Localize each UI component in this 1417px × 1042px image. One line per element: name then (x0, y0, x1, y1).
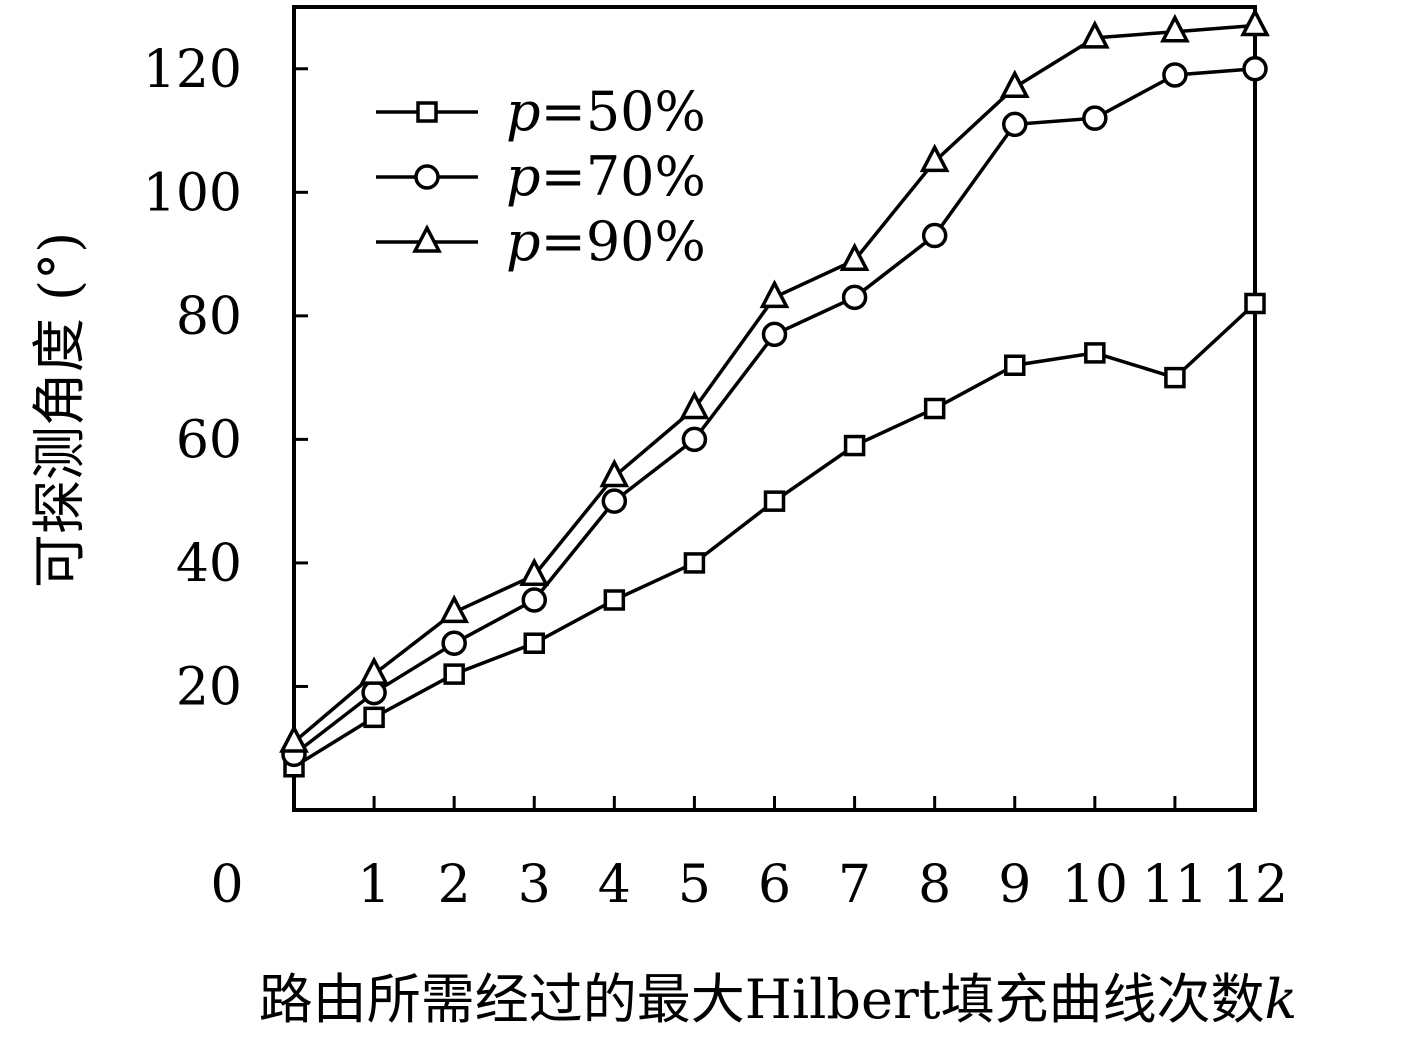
circle-marker (921, 222, 948, 249)
origin-tick-label: 0 (210, 855, 243, 915)
circle-marker (441, 630, 467, 656)
triangle-marker (359, 656, 389, 685)
y-tick-label: 120 (143, 40, 242, 100)
x-tick-label: 12 (1222, 855, 1288, 915)
legend-label-variable: p (506, 80, 541, 143)
circle-marker (601, 488, 628, 514)
series-circle (281, 56, 1268, 768)
y-tick-label: 40 (176, 534, 242, 594)
legend-label: p=50% (506, 80, 706, 143)
triangle-marker (599, 458, 630, 488)
x-tick-label: 5 (678, 855, 711, 915)
square-marker (923, 397, 946, 420)
triangle-marker (279, 724, 309, 753)
legend-label: p=70% (506, 145, 706, 208)
legend-label-value: =50% (541, 80, 706, 143)
x-tick-label: 6 (758, 855, 791, 915)
x-axis-title: 路由所需经过的最大Hilbert填充曲线次数k (259, 968, 1297, 1031)
legend-label-value: =70% (541, 145, 706, 208)
legend-item: p=50% (376, 80, 706, 143)
circle-marker (521, 587, 547, 613)
triangle-marker (1160, 13, 1190, 43)
square-marker (843, 434, 866, 457)
square-marker (443, 663, 465, 685)
plot-frame (292, 5, 1257, 812)
legend-item: p=90% (376, 210, 706, 273)
triangle-marker (1079, 20, 1110, 49)
square-marker (1164, 366, 1186, 389)
y-tick-label: 80 (176, 287, 242, 347)
circle-marker (1082, 105, 1108, 131)
y-axis-title: 可探测角度 (°) (28, 232, 91, 588)
series-line (292, 23, 1256, 744)
y-tick-label: 100 (143, 163, 242, 223)
x-tick-label: 8 (918, 855, 951, 915)
square-marker (1004, 354, 1026, 377)
y-tick-label: 20 (176, 657, 242, 717)
square-marker (1084, 342, 1106, 364)
x-tick-label: 2 (438, 855, 471, 915)
x-axis-title-text: 路由所需经过的最大Hilbert填充曲线次数 (259, 968, 1265, 1031)
series-triangle (279, 7, 1270, 753)
square-marker (363, 706, 385, 729)
x-tick-label: 3 (518, 855, 551, 915)
x-tick-label: 4 (598, 855, 631, 915)
x-axis-ticks: 1 2 3 4 5 6 7 8 9 10 11 120 (210, 796, 1288, 915)
series-square (283, 292, 1266, 778)
triangle-marker (519, 557, 550, 587)
circle-marker (361, 679, 387, 706)
legend-label: p=90% (506, 210, 706, 273)
triangle-marker (1240, 7, 1270, 37)
y-tick-label: 60 (176, 410, 242, 470)
square-marker (1244, 292, 1266, 315)
x-axis-title-variable: k (1264, 968, 1297, 1031)
square-marker (683, 552, 706, 574)
triangle-marker (919, 143, 950, 173)
triangle-marker (439, 594, 470, 624)
square-marker (763, 490, 786, 512)
circle-marker (761, 321, 788, 348)
circle-marker (1242, 56, 1268, 82)
x-tick-label: 7 (838, 855, 871, 915)
circle-marker (1162, 62, 1188, 88)
square-marker (603, 589, 626, 611)
series-line (293, 302, 1257, 769)
legend-label-value: =90% (541, 210, 706, 273)
x-tick-label: 1 (358, 855, 391, 915)
y-axis-ticks: 20 40 60 80 100 120 (143, 40, 308, 717)
circle-marker (1002, 111, 1028, 138)
triangle-marker (839, 242, 870, 272)
legend-label-variable: p (506, 210, 541, 273)
legend: p=50%p=70%p=90% (376, 80, 706, 273)
square-marker (523, 632, 545, 654)
x-tick-label: 10 (1062, 855, 1128, 915)
legend-label-variable: p (506, 145, 541, 208)
legend-item: p=70% (376, 145, 706, 208)
triangle-marker (412, 224, 442, 253)
circle-marker (414, 164, 440, 190)
triangle-marker (759, 279, 790, 309)
circle-marker (841, 284, 868, 311)
triangle-marker (679, 390, 710, 420)
series-group (279, 7, 1270, 778)
circle-marker (681, 426, 708, 453)
x-tick-label: 11 (1142, 855, 1208, 915)
x-tick-label: 9 (998, 855, 1031, 915)
square-marker (416, 101, 438, 123)
triangle-marker (999, 69, 1030, 99)
